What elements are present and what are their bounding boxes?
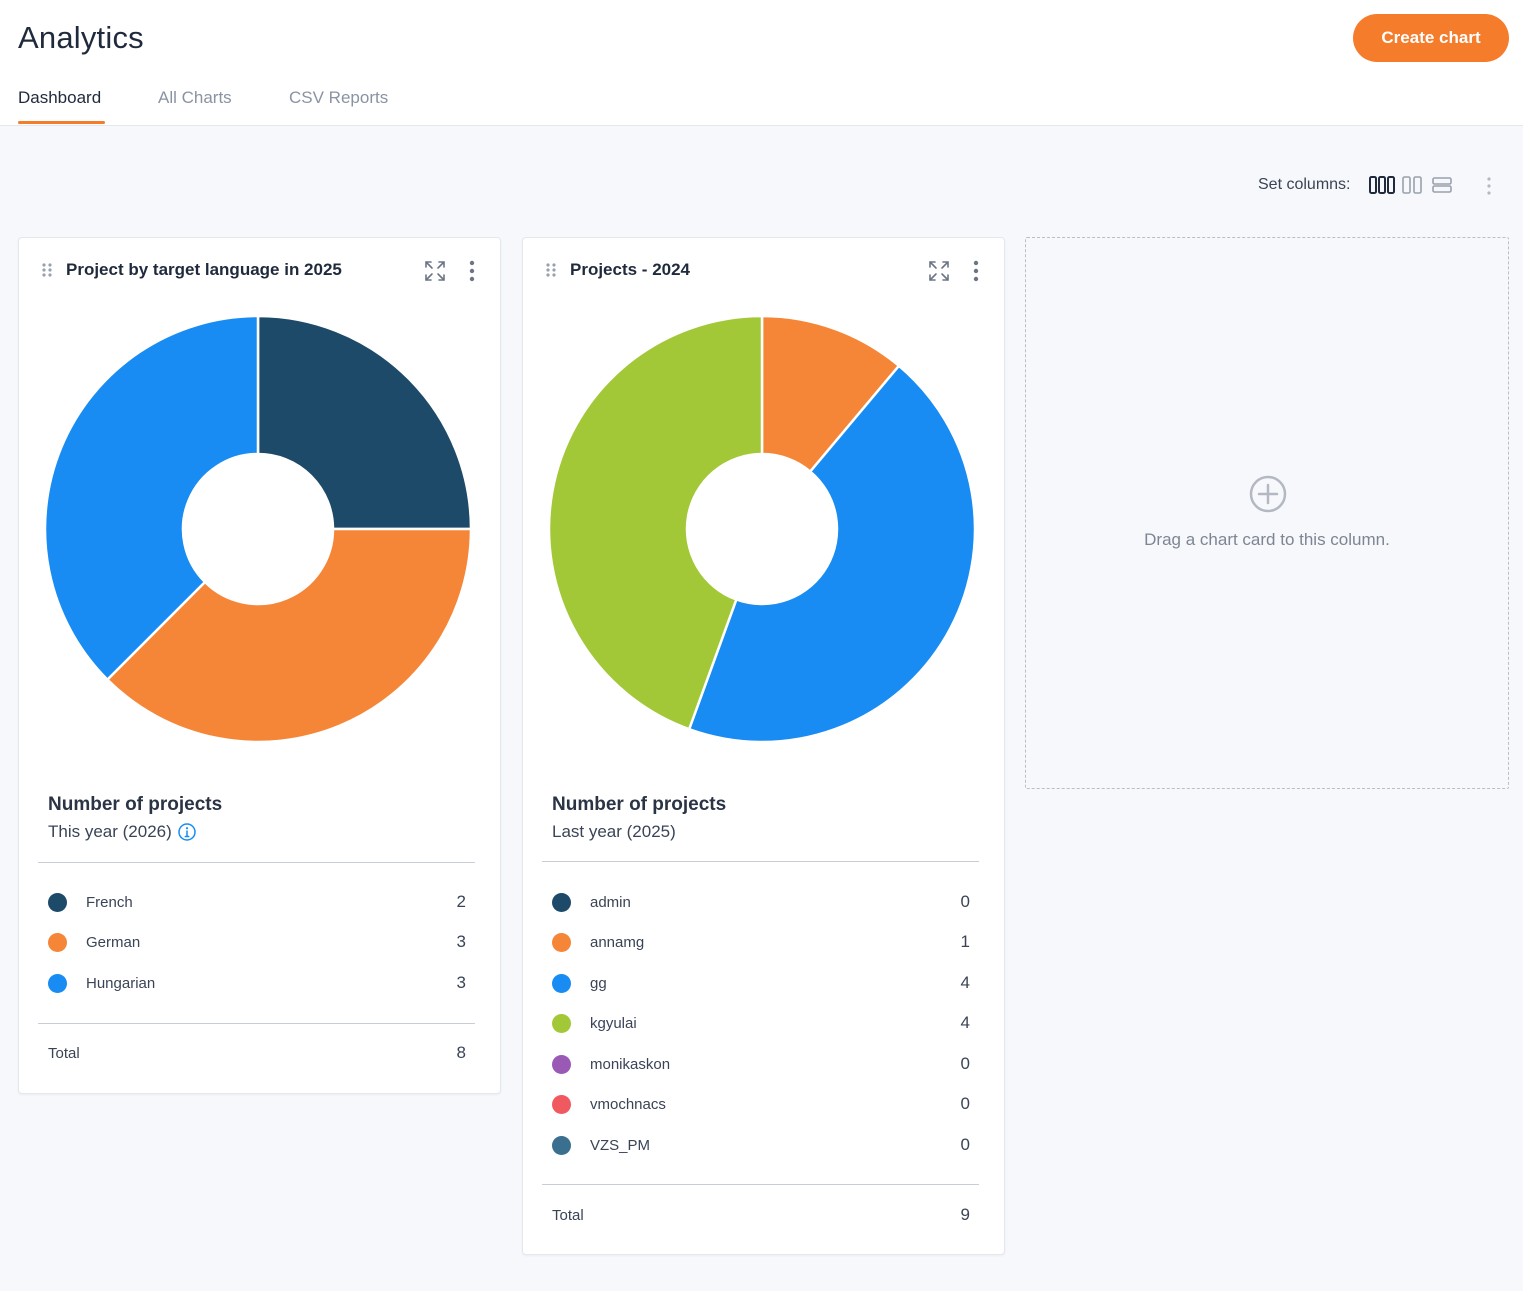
donut-slice-german[interactable] bbox=[105, 527, 473, 744]
total-value: 9 bbox=[960, 1205, 970, 1224]
dashboard-more-icon[interactable] bbox=[1480, 176, 1498, 196]
divider bbox=[542, 1184, 979, 1185]
legend-label: kgyulai bbox=[590, 1014, 637, 1032]
total-row: Total 9 bbox=[552, 1204, 970, 1226]
legend-label: annamg bbox=[590, 933, 645, 951]
tab-all-charts[interactable]: All Charts bbox=[158, 88, 232, 107]
legend-label: monikaskon bbox=[590, 1055, 671, 1073]
chart-card: Project by target language in 2025 Numbe… bbox=[18, 237, 501, 1094]
tab-csv-reports[interactable]: CSV Reports bbox=[289, 88, 389, 107]
legend-swatch bbox=[552, 1135, 571, 1155]
two-columns-icon[interactable] bbox=[1398, 172, 1426, 198]
legend-label: admin bbox=[590, 893, 631, 911]
summary-period: This year (2026) bbox=[48, 822, 172, 841]
divider bbox=[38, 1023, 475, 1024]
page-title: Analytics bbox=[18, 20, 144, 55]
legend-swatch bbox=[552, 932, 571, 952]
card-header: Project by target language in 2025 bbox=[19, 238, 500, 302]
legend-item: French 2 bbox=[48, 891, 466, 913]
three-columns-icon[interactable] bbox=[1368, 172, 1396, 198]
legend-item: admin 0 bbox=[552, 891, 970, 913]
legend-value: 4 bbox=[960, 1013, 970, 1032]
total-label: Total bbox=[48, 1044, 80, 1062]
legend-item: VZS_PM 0 bbox=[552, 1134, 970, 1156]
card-menu-icon[interactable] bbox=[971, 259, 981, 283]
divider bbox=[38, 862, 475, 863]
legend-label: Hungarian bbox=[86, 974, 156, 992]
donut-slice-kgyulai[interactable] bbox=[547, 314, 764, 731]
legend-label: gg bbox=[590, 974, 607, 992]
donut-chart bbox=[43, 314, 473, 744]
legend-item: annamg 1 bbox=[552, 931, 970, 953]
legend-swatch bbox=[48, 892, 67, 912]
set-columns-control: Set columns: bbox=[1258, 172, 1458, 198]
legend-item: vmochnacs 0 bbox=[552, 1093, 970, 1115]
donut-slice-gg[interactable] bbox=[687, 364, 977, 744]
legend-label: VZS_PM bbox=[590, 1136, 651, 1154]
legend-swatch bbox=[552, 973, 571, 993]
one-column-icon[interactable] bbox=[1428, 172, 1456, 198]
legend-swatch bbox=[48, 932, 67, 952]
set-columns-label: Set columns: bbox=[1258, 176, 1351, 193]
empty-column-dropzone[interactable]: Drag a chart card to this column. bbox=[1025, 237, 1509, 789]
expand-icon[interactable] bbox=[928, 260, 950, 282]
donut-slice-hungarian[interactable] bbox=[43, 314, 260, 682]
donut-chart bbox=[547, 314, 977, 744]
card-menu-icon[interactable] bbox=[467, 259, 477, 283]
legend-swatch bbox=[552, 1054, 571, 1074]
legend-value: 1 bbox=[960, 932, 970, 951]
card-title: Project by target language in 2025 bbox=[66, 260, 342, 279]
drag-handle-icon[interactable] bbox=[41, 262, 53, 278]
legend-label: German bbox=[86, 933, 141, 951]
summary-title: Number of projects bbox=[552, 794, 727, 815]
legend-value: 0 bbox=[960, 892, 970, 911]
card-header: Projects - 2024 bbox=[523, 238, 1004, 302]
donut-slice-french[interactable] bbox=[256, 314, 473, 531]
legend-item: gg 4 bbox=[552, 972, 970, 994]
legend-label: vmochnacs bbox=[590, 1095, 666, 1113]
summary-period: Last year (2025) bbox=[552, 822, 676, 841]
legend-value: 2 bbox=[456, 892, 466, 911]
summary-subtitle: Last year (2025) bbox=[552, 822, 676, 842]
donut-slice-annamg[interactable] bbox=[760, 314, 901, 474]
active-tab-indicator bbox=[18, 121, 105, 124]
dropzone-hint: Drag a chart card to this column. bbox=[1144, 530, 1390, 549]
legend-value: 3 bbox=[456, 932, 466, 951]
legend-value: 0 bbox=[960, 1094, 970, 1113]
legend-swatch bbox=[48, 973, 67, 993]
add-circle-icon[interactable] bbox=[1249, 475, 1287, 513]
total-value: 8 bbox=[456, 1043, 466, 1062]
chart-card: Projects - 2024 Number of projects Last … bbox=[522, 237, 1005, 1255]
divider bbox=[542, 861, 979, 862]
legend-item: German 3 bbox=[48, 931, 466, 953]
legend-item: monikaskon 0 bbox=[552, 1053, 970, 1075]
legend-swatch bbox=[552, 1013, 571, 1033]
legend-swatch bbox=[552, 1094, 571, 1114]
card-title: Projects - 2024 bbox=[570, 260, 691, 279]
legend-item: Hungarian 3 bbox=[48, 972, 466, 994]
tab-dashboard[interactable]: Dashboard bbox=[18, 88, 102, 107]
legend-value: 4 bbox=[960, 973, 970, 992]
total-label: Total bbox=[552, 1206, 584, 1224]
summary-subtitle: This year (2026) bbox=[48, 822, 196, 842]
info-icon[interactable] bbox=[178, 823, 196, 841]
legend-value: 3 bbox=[456, 973, 466, 992]
legend-label: French bbox=[86, 893, 133, 911]
total-row: Total 8 bbox=[48, 1042, 466, 1064]
drag-handle-icon[interactable] bbox=[545, 262, 557, 278]
legend-value: 0 bbox=[960, 1135, 970, 1154]
top-bar: Analytics Create chart Dashboard All Cha… bbox=[0, 0, 1523, 126]
summary-title: Number of projects bbox=[48, 794, 223, 815]
create-chart-button[interactable]: Create chart bbox=[1353, 14, 1509, 62]
expand-icon[interactable] bbox=[424, 260, 446, 282]
legend-swatch bbox=[552, 892, 571, 912]
legend-value: 0 bbox=[960, 1054, 970, 1073]
legend-item: kgyulai 4 bbox=[552, 1012, 970, 1034]
